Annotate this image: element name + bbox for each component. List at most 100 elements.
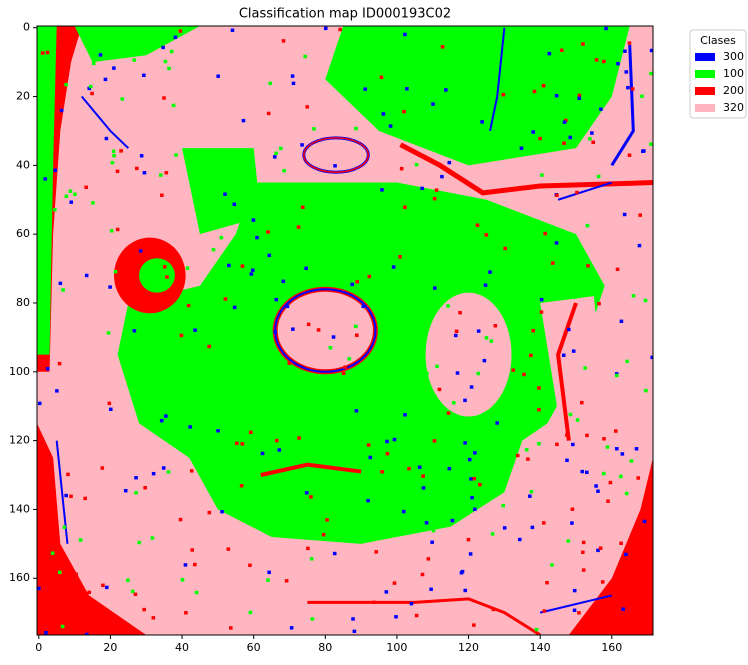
class-pixel xyxy=(623,49,627,52)
class-pixel xyxy=(174,36,178,39)
class-pixel xyxy=(621,607,625,610)
class-pixel xyxy=(367,443,371,446)
class-pixel xyxy=(469,477,473,480)
class-pixel xyxy=(255,236,259,239)
class-pixel xyxy=(473,451,477,454)
class-pixel xyxy=(85,274,89,277)
class-pixel xyxy=(235,442,239,445)
class-pixel xyxy=(50,582,54,585)
class-pixel xyxy=(485,420,489,423)
class-pixel xyxy=(623,213,627,216)
class-pixel xyxy=(291,327,295,330)
class-pixel xyxy=(585,471,589,474)
legend-label: 300 xyxy=(723,50,744,63)
legend-swatch xyxy=(695,104,715,112)
class-pixel xyxy=(48,153,52,156)
class-pixel xyxy=(104,78,108,81)
class-pixel xyxy=(291,74,295,77)
class-pixel xyxy=(542,84,546,87)
class-pixel xyxy=(419,67,423,70)
class-pixel xyxy=(85,633,89,636)
class-pixel xyxy=(84,186,88,189)
class-pixel xyxy=(254,465,258,468)
class-pixel xyxy=(542,521,546,524)
class-pixel xyxy=(179,518,183,521)
class-pixel xyxy=(53,208,57,211)
class-pixel xyxy=(290,626,294,629)
class-pixel xyxy=(184,563,188,566)
class-pixel xyxy=(470,496,474,499)
class-pixel xyxy=(369,103,373,106)
class-pixel xyxy=(279,147,283,150)
class-pixel xyxy=(555,443,559,446)
class-pixel xyxy=(260,497,264,500)
class-pixel xyxy=(422,486,426,489)
class-pixel xyxy=(267,571,271,574)
class-pixel xyxy=(503,526,507,529)
class-pixel xyxy=(535,628,539,631)
class-pixel xyxy=(273,155,277,158)
class-pixel xyxy=(182,428,186,431)
class-pixel xyxy=(606,499,610,502)
legend-title: Clases xyxy=(700,34,736,47)
class-pixel xyxy=(142,74,146,77)
class-pixel xyxy=(192,162,196,165)
class-pixel xyxy=(372,601,376,604)
class-pixel xyxy=(109,408,113,411)
class-pixel xyxy=(220,489,224,492)
class-pixel xyxy=(403,206,407,209)
class-pixel xyxy=(380,470,384,473)
class-pixel xyxy=(79,538,83,541)
class-pixel xyxy=(635,447,639,450)
class-pixel xyxy=(588,137,592,140)
class-pixel xyxy=(329,346,333,349)
class-pixel xyxy=(429,588,433,591)
class-pixel xyxy=(282,39,286,42)
class-pixel xyxy=(46,367,50,370)
class-pixel xyxy=(333,164,337,167)
class-pixel xyxy=(231,29,235,32)
class-pixel xyxy=(261,452,265,455)
class-pixel xyxy=(386,452,390,455)
class-pixel xyxy=(625,360,629,363)
class-pixel xyxy=(615,374,619,377)
class-pixel xyxy=(286,305,290,308)
class-pixel xyxy=(363,87,367,90)
class-pixel xyxy=(164,60,168,63)
class-pixel xyxy=(242,119,246,122)
class-pixel xyxy=(594,484,598,487)
class-pixel xyxy=(540,173,544,176)
class-pixel xyxy=(528,494,532,497)
class-pixel xyxy=(393,581,397,584)
class-pixel xyxy=(212,248,216,251)
class-pixel xyxy=(433,286,437,289)
class-pixel xyxy=(463,399,467,402)
class-pixel xyxy=(425,372,429,375)
class-pixel xyxy=(233,306,237,309)
class-pixel xyxy=(55,389,59,392)
y-tick-label: 120 xyxy=(9,434,30,447)
y-tick-label: 0 xyxy=(23,21,30,34)
class-pixel xyxy=(249,431,253,434)
class-pixel xyxy=(267,112,271,115)
class-pixel xyxy=(463,441,467,444)
class-pixel xyxy=(548,52,552,55)
class-pixel xyxy=(626,86,630,89)
class-pixel xyxy=(568,136,572,139)
class-pixel xyxy=(444,88,448,91)
class-pixel xyxy=(591,141,595,144)
class-pixel xyxy=(537,408,541,411)
class-pixel xyxy=(180,334,184,337)
class-pixel xyxy=(580,470,584,473)
class-pixel xyxy=(407,467,411,470)
class-pixel xyxy=(638,213,642,216)
class-pixel xyxy=(305,491,309,494)
class-pixel xyxy=(420,187,424,190)
class-pixel xyxy=(332,335,336,338)
class-pixel xyxy=(630,459,634,462)
class-pixel xyxy=(374,272,378,275)
class-pixel xyxy=(394,615,398,618)
class-pixel xyxy=(226,400,230,403)
class-pixel xyxy=(132,58,136,61)
class-pixel xyxy=(140,154,144,157)
